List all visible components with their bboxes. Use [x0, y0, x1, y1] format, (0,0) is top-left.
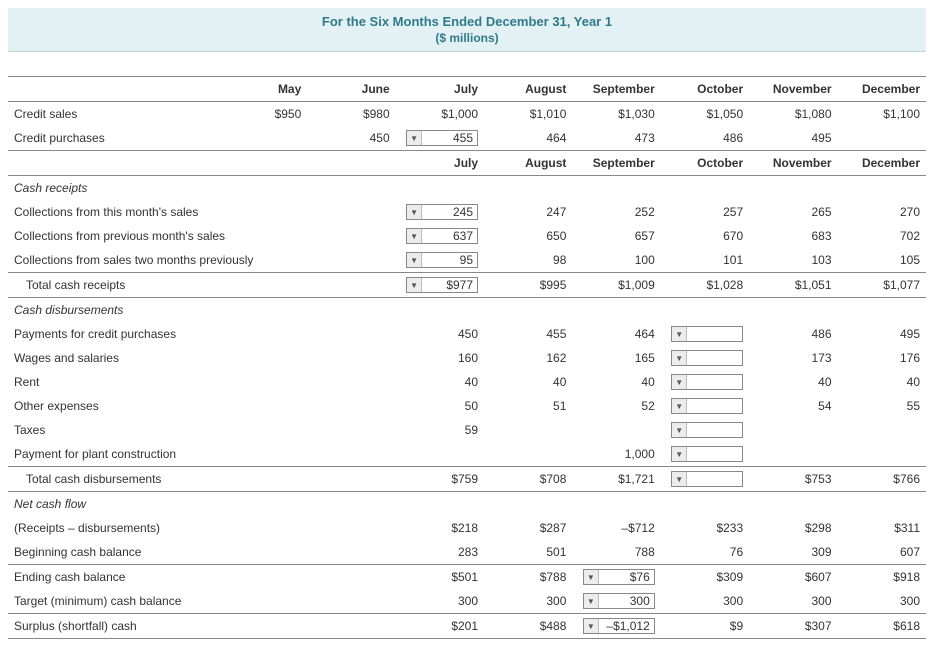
title-bar: For the Six Months Ended December 31, Ye… — [8, 8, 926, 52]
header-row-1: May June July August September October N… — [8, 77, 926, 102]
chevron-down-icon: ▼ — [672, 375, 687, 389]
chevron-down-icon: ▼ — [407, 253, 422, 267]
row-coll-two: Collections from sales two months previo… — [8, 248, 926, 273]
section-net: Net cash flow — [8, 492, 926, 517]
row-total-receipts: Total cash receipts ▼$977 $995 $1,009 $1… — [8, 273, 926, 298]
row-end-bal: Ending cash balance $501 $788 ▼$76 $309 … — [8, 565, 926, 590]
col-august: August — [484, 77, 572, 102]
chevron-down-icon: ▼ — [672, 447, 687, 461]
oct-input[interactable]: ▼. — [661, 346, 749, 370]
row-target: Target (minimum) cash balance 300 300 ▼3… — [8, 589, 926, 614]
july-input[interactable]: ▼637 — [396, 224, 484, 248]
sept-input[interactable]: ▼$76 — [572, 565, 660, 590]
july-input[interactable]: ▼95 — [396, 248, 484, 273]
cash-budget-table: May June July August September October N… — [8, 52, 926, 639]
chevron-down-icon: ▼ — [407, 229, 422, 243]
row-receipts-minus: (Receipts – disbursements) $218 $287 –$7… — [8, 516, 926, 540]
chevron-down-icon: ▼ — [407, 278, 422, 292]
sept-input[interactable]: ▼300 — [572, 589, 660, 614]
col-september: September — [572, 77, 660, 102]
row-other: Other expenses 50 51 52 ▼. 54 55 — [8, 394, 926, 418]
oct-input[interactable]: ▼. — [661, 322, 749, 346]
row-total-disb: Total cash disbursements $759 $708 $1,72… — [8, 467, 926, 492]
chevron-down-icon: ▼ — [584, 594, 599, 608]
col-october: October — [661, 77, 749, 102]
col-july: July — [396, 77, 484, 102]
chevron-down-icon: ▼ — [672, 423, 687, 437]
row-coll-this: Collections from this month's sales ▼245… — [8, 200, 926, 224]
oct-input[interactable]: ▼. — [661, 418, 749, 442]
july-input[interactable]: ▼455 — [396, 126, 484, 151]
oct-input[interactable]: ▼. — [661, 467, 749, 492]
chevron-down-icon: ▼ — [407, 131, 422, 145]
col-may: May — [219, 77, 307, 102]
chevron-down-icon: ▼ — [672, 399, 687, 413]
row-begin-bal: Beginning cash balance 283 501 788 76 30… — [8, 540, 926, 565]
label: Credit purchases — [8, 126, 219, 151]
row-credit-purchases: Credit purchases 450 ▼455 464 473 486 49… — [8, 126, 926, 151]
row-taxes: Taxes 59 ▼. — [8, 418, 926, 442]
section-cash-receipts: Cash receipts — [8, 176, 926, 201]
chevron-down-icon: ▼ — [584, 619, 599, 633]
row-coll-prev: Collections from previous month's sales … — [8, 224, 926, 248]
july-input[interactable]: ▼245 — [396, 200, 484, 224]
oct-input[interactable]: ▼. — [661, 370, 749, 394]
row-pay-credit: Payments for credit purchases 450 455 46… — [8, 322, 926, 346]
oct-input[interactable]: ▼. — [661, 394, 749, 418]
col-june: June — [307, 77, 395, 102]
row-credit-sales: Credit sales $950 $980 $1,000 $1,010 $1,… — [8, 102, 926, 127]
col-december: December — [838, 77, 926, 102]
header-row-2: July August September October November D… — [8, 151, 926, 176]
chevron-down-icon: ▼ — [672, 327, 687, 341]
july-input[interactable]: ▼$977 — [396, 273, 484, 298]
chevron-down-icon: ▼ — [407, 205, 422, 219]
label: Credit sales — [8, 102, 219, 127]
section-cash-disb: Cash disbursements — [8, 298, 926, 323]
sept-input[interactable]: ▼–$1,012 — [572, 614, 660, 639]
chevron-down-icon: ▼ — [672, 472, 687, 486]
col-november: November — [749, 77, 837, 102]
row-rent: Rent 40 40 40 ▼. 40 40 — [8, 370, 926, 394]
chevron-down-icon: ▼ — [672, 351, 687, 365]
title-line-2: ($ millions) — [8, 29, 926, 49]
chevron-down-icon: ▼ — [584, 570, 599, 584]
title-line-1: For the Six Months Ended December 31, Ye… — [8, 14, 926, 29]
row-plant: Payment for plant construction 1,000 ▼. — [8, 442, 926, 467]
oct-input[interactable]: ▼. — [661, 442, 749, 467]
row-wages: Wages and salaries 160 162 165 ▼. 173 17… — [8, 346, 926, 370]
row-surplus: Surplus (shortfall) cash $201 $488 ▼–$1,… — [8, 614, 926, 639]
